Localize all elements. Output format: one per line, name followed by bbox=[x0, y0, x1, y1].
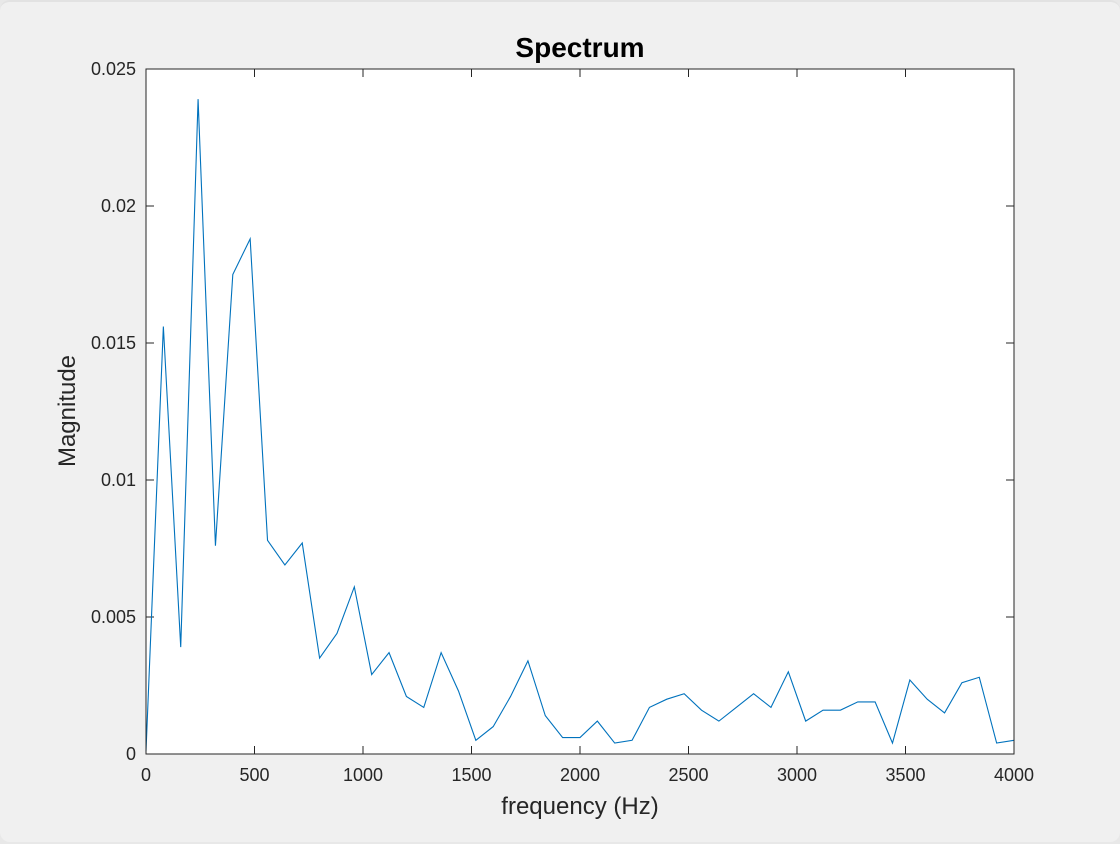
y-tick-label: 0 bbox=[126, 744, 136, 764]
chart-title: Spectrum bbox=[515, 32, 644, 63]
x-tick-label: 3000 bbox=[777, 765, 817, 785]
x-tick-label: 500 bbox=[239, 765, 269, 785]
x-tick-label: 2000 bbox=[560, 765, 600, 785]
x-tick-label: 4000 bbox=[994, 765, 1034, 785]
x-tick-label: 1500 bbox=[451, 765, 491, 785]
y-tick-label: 0.01 bbox=[101, 470, 136, 490]
x-tick-label: 1000 bbox=[343, 765, 383, 785]
x-axis-label: frequency (Hz) bbox=[501, 793, 658, 820]
x-tick-label: 2500 bbox=[668, 765, 708, 785]
y-tick-label: 0.02 bbox=[101, 196, 136, 216]
y-tick-label: 0.005 bbox=[91, 607, 136, 627]
y-tick-label: 0.015 bbox=[91, 333, 136, 353]
y-axis-label: Magnitude bbox=[54, 355, 81, 467]
x-tick-label: 3500 bbox=[885, 765, 925, 785]
y-tick-label: 0.025 bbox=[91, 59, 136, 79]
x-tick-label: 0 bbox=[141, 765, 151, 785]
plot-area bbox=[146, 69, 1014, 754]
